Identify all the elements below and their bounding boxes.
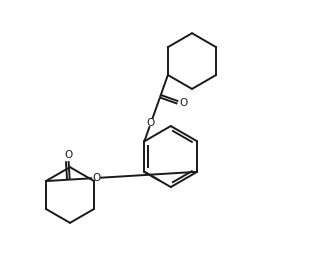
Text: O: O <box>93 173 101 183</box>
Text: O: O <box>65 150 73 160</box>
Text: O: O <box>179 98 187 108</box>
Text: O: O <box>147 118 155 128</box>
